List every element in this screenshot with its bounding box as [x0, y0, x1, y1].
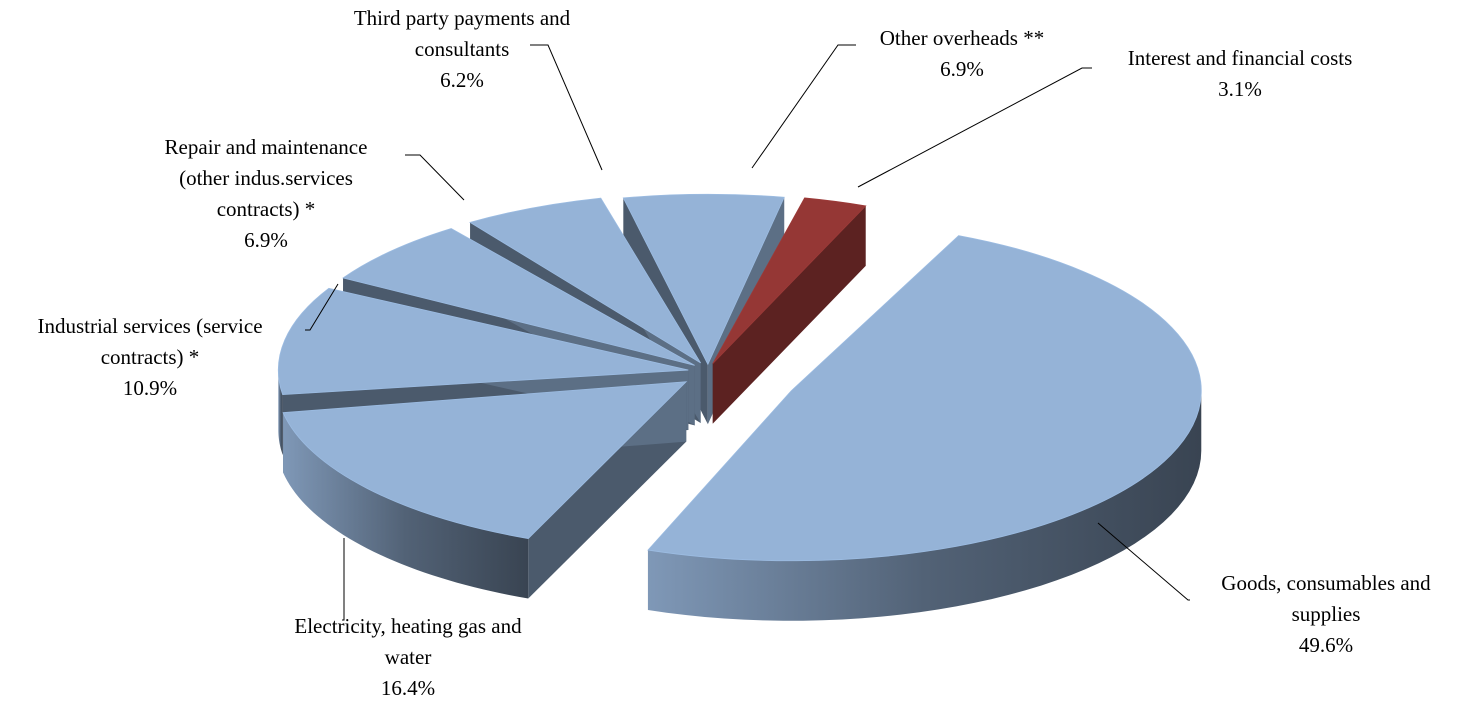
slice-value-label: 6.2% [440, 68, 484, 92]
leader-line-0 [1097, 522, 1190, 601]
slice-category-label: Other overheads ** [880, 26, 1044, 50]
slice-category-label: (other indus.services [179, 166, 353, 190]
label-leader-lines [305, 44, 1190, 621]
slice-category-label: consultants [415, 37, 510, 61]
slice-value-label: 6.9% [940, 57, 984, 81]
slice-value-label: 16.4% [381, 676, 435, 700]
slice-category-label: Interest and financial costs [1128, 46, 1353, 70]
pie-slice-tops [277, 193, 1202, 562]
slice-outer-wall-2 [278, 370, 283, 455]
slice-value-label: 10.9% [123, 376, 177, 400]
leader-line-5 [751, 44, 856, 169]
slice-labels: Goods, consumables and supplies 49.6% Elect… [37, 6, 1431, 700]
slice-category-label: Electricity, heating gas and [294, 614, 522, 638]
slice-category-label: Third party payments and [354, 6, 571, 30]
slice-wall-6-1 [712, 205, 866, 424]
slice-category-label: contracts) * [101, 345, 200, 369]
slice-category-label: Repair and maintenance [165, 135, 368, 159]
leader-line-1 [342, 538, 345, 621]
slice-category-label: Industrial services (service [37, 314, 262, 338]
slice-category-label: supplies [1292, 602, 1361, 626]
pie-slice-0 [647, 235, 1202, 562]
slice-category-label: water [385, 645, 432, 669]
pie-slice-6 [712, 197, 867, 364]
leader-line-6 [857, 67, 1092, 188]
leader-line-3 [405, 154, 465, 201]
leader-line-4 [530, 44, 603, 171]
pie-slice-4 [469, 197, 701, 364]
slice-value-label: 3.1% [1218, 77, 1262, 101]
slice-value-label: 6.9% [244, 228, 288, 252]
pie-slice-2 [277, 287, 689, 396]
slice-category-label: Goods, consumables and [1221, 571, 1431, 595]
pie-slice-3 [342, 228, 695, 366]
pie-slice-1 [282, 381, 688, 539]
slice-outer-wall-0 [647, 390, 1202, 621]
slice-value-label: 49.6% [1299, 633, 1353, 657]
slice-category-label: contracts) * [217, 197, 316, 221]
leader-line-2 [305, 283, 339, 331]
pie-slice-5 [622, 193, 785, 366]
slice-outer-wall-1 [283, 412, 529, 599]
